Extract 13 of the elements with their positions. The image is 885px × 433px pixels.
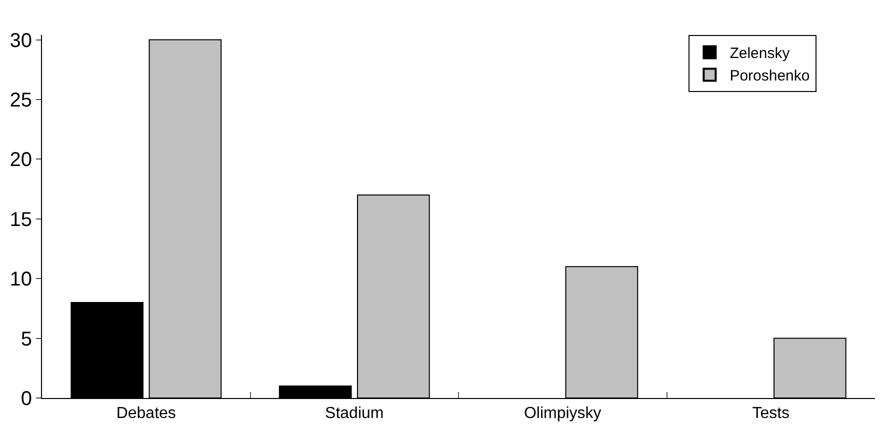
y-tick-label: 5	[20, 328, 32, 350]
y-tick-label: 0	[20, 388, 32, 410]
y-tick-label: 15	[10, 208, 32, 231]
y-tick-label: 20	[10, 149, 32, 172]
x-tick-label: Stadium	[325, 405, 384, 422]
y-tick-label: 30	[10, 30, 32, 52]
x-tick-label: Tests	[752, 405, 790, 422]
y-tick-label: 10	[10, 268, 32, 291]
x-tick-label: Debates	[116, 405, 176, 422]
x-tick-label: Olimpiysky	[524, 405, 602, 422]
y-tick-label: 25	[10, 89, 32, 112]
legend-label: Zelensky	[730, 45, 790, 62]
legend-label: Poroshenko	[730, 68, 810, 85]
